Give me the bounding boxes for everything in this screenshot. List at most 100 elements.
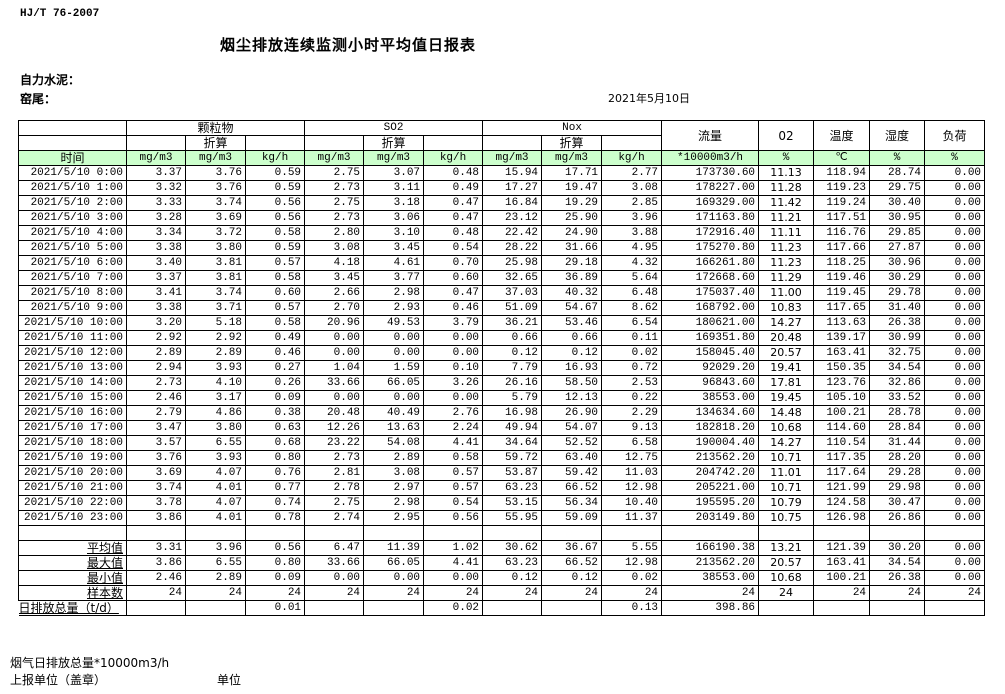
value-cell: 0.09 [244,390,306,406]
value-cell: 123.76 [813,375,871,391]
value-cell: 3.77 [363,270,425,286]
value-cell: 0.60 [423,270,484,286]
value-cell: 59.09 [541,510,603,526]
value-cell: 22.42 [482,225,543,241]
value-cell: 0.57 [423,465,484,481]
value-cell: 23.22 [304,435,365,451]
value-cell: 203149.80 [661,510,760,526]
time-cell: 2021/5/10 2:00 [18,195,127,211]
value-cell: 2.46 [126,570,186,586]
value-cell: 0.00 [924,180,986,196]
value-cell: 10.40 [601,495,663,511]
value-cell: 166261.80 [661,255,760,271]
value-cell: 3.06 [363,210,425,226]
value-cell: 3.72 [185,225,246,241]
value-cell: 172668.60 [661,270,760,286]
value-cell: 0.00 [304,330,365,346]
value-cell: 0.00 [924,510,986,526]
time-cell: 2021/5/10 12:00 [18,345,127,361]
value-cell: 2.74 [304,510,365,526]
table-row: 2021/5/10 15:00 2.46 3.17 0.09 0.00 0.00 0.00 5… [18,390,986,406]
value-cell: 0.00 [363,330,425,346]
value-cell: 59.42 [541,465,603,481]
value-cell: 63.23 [482,480,543,496]
value-cell: 1.02 [423,540,484,556]
table-row: 2021/5/10 13:00 2.94 3.93 0.27 1.04 1.59 0.10 7… [18,360,986,376]
value-cell: 0.00 [924,165,986,181]
value-cell: 24 [423,585,484,601]
value-cell: 10.79 [758,495,815,511]
value-cell: 54.07 [541,420,603,436]
value-cell: 195595.20 [661,495,760,511]
value-cell: 5.55 [601,540,663,556]
value-cell: 0.76 [244,465,306,481]
value-cell: 11.42 [758,195,815,211]
report-date: 2021年5月10日 [608,92,690,105]
value-cell: 213562.20 [661,555,760,571]
value-cell: 33.52 [869,390,926,406]
value-cell: 0.59 [244,240,306,256]
value-cell: 3.28 [126,210,186,226]
value-cell: 7.79 [482,360,543,376]
value-cell: 12.98 [601,480,663,496]
unit-cell: mg/m3 [482,150,543,166]
value-cell: 2.98 [363,495,425,511]
value-cell: 3.37 [126,165,186,181]
value-cell: 0.58 [244,315,306,331]
value-cell: 0.00 [924,210,986,226]
value-cell: 24 [126,585,186,601]
unit-cell: *10000m3/h [661,150,760,166]
daily-total-label: 日排放总量（t/d） [18,601,119,615]
value-cell: 4.10 [185,375,246,391]
value-cell: 0.00 [924,315,986,331]
value-cell: 66.52 [541,480,603,496]
value-cell: 24 [869,585,926,601]
value-cell: 3.38 [126,300,186,316]
value-cell: 29.28 [869,465,926,481]
blank-row [18,525,986,541]
value-cell: 171163.80 [661,210,760,226]
value-cell: 0.12 [482,570,543,586]
value-cell: 116.76 [813,225,871,241]
header-time: 时间 [18,150,127,166]
table-row: 2021/5/10 3:00 3.28 3.69 0.56 2.73 3.06 0.47 23… [18,210,986,226]
value-cell: 10.71 [758,450,815,466]
value-cell: 96843.60 [661,375,760,391]
value-cell: 3.71 [185,300,246,316]
value-cell: 11.39 [363,540,425,556]
value-cell: 2.80 [304,225,365,241]
value-cell: 117.51 [813,210,871,226]
converted-label: 折算 [185,135,246,151]
value-cell: 17.71 [541,165,603,181]
value-cell: 126.98 [813,510,871,526]
value-cell: 1.04 [304,360,365,376]
unit-cell: mg/m3 [541,150,603,166]
value-cell: 24 [813,585,871,601]
value-cell: 2.76 [423,405,484,421]
time-cell: 2021/5/10 13:00 [18,360,127,376]
time-cell: 2021/5/10 19:00 [18,450,127,466]
value-cell: 168792.00 [661,300,760,316]
value-cell: 24 [661,585,760,601]
time-cell: 2021/5/10 3:00 [18,210,127,226]
stats-row: 平均值 3.31 3.96 0.56 6.47 11.39 1.02 30.62 36.67 5.… [18,540,986,556]
unit-cell: kg/h [423,150,484,166]
value-cell: 2.66 [304,285,365,301]
value-cell: 3.76 [126,450,186,466]
value-cell: 134634.60 [661,405,760,421]
stats-row: 样本数 24 24 24 24 24 24 24 24 24 24 24 24 24 24 [18,585,986,601]
table-row: 2021/5/10 4:00 3.34 3.72 0.58 2.80 3.10 0.48 22… [18,225,986,241]
value-cell: 0.12 [541,345,603,361]
blank-cell [813,525,871,541]
value-cell: 16.84 [482,195,543,211]
value-cell: 2.89 [363,450,425,466]
value-cell: 0.00 [924,540,986,556]
group-so2: SO2 [304,120,484,136]
value-cell [126,600,186,616]
value-cell: 24.90 [541,225,603,241]
value-cell: 0.66 [482,330,543,346]
value-cell: 2.29 [601,405,663,421]
value-cell: 11.13 [758,165,815,181]
value-cell: 2.92 [185,330,246,346]
time-cell: 2021/5/10 22:00 [18,495,127,511]
